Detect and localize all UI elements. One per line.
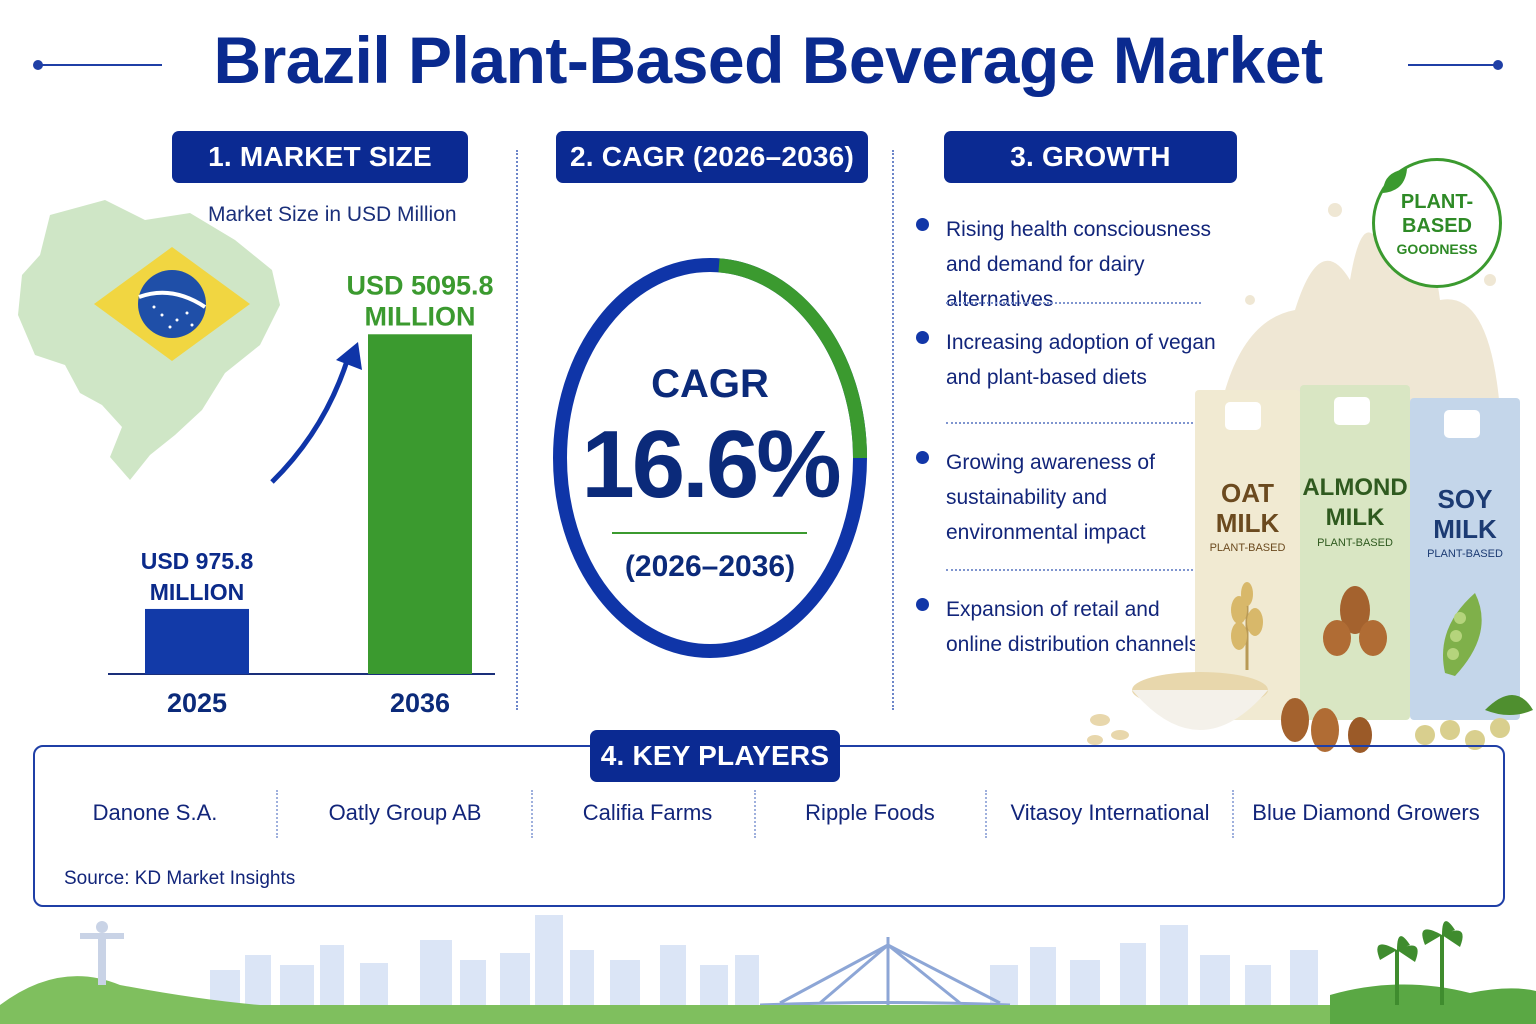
player-danone: Danone S.A.	[92, 800, 218, 825]
driver-text: Growing awareness of sustainability and …	[946, 451, 1155, 544]
carton-sub: PLANT-BASED	[1317, 537, 1393, 549]
cagr-period: (2026–2036)	[624, 550, 796, 583]
almond-icon	[1323, 586, 1387, 656]
growth-arrow-icon	[270, 357, 351, 484]
cagr-divider	[612, 532, 807, 534]
player-vitasoy: Vitasoy International	[1010, 800, 1210, 825]
bullet-icon	[916, 218, 929, 231]
arrow-head-icon	[336, 342, 362, 370]
section-key-players: 4. KEY PLAYERS	[590, 730, 840, 782]
data-label: USD 5095.8	[346, 270, 493, 300]
bullet-icon	[916, 598, 929, 611]
plant-based-badge: PLANT- BASED GOODNESS	[1372, 158, 1502, 288]
player-separator	[531, 790, 533, 838]
cagr-ring	[553, 258, 867, 658]
data-label: MILLION	[150, 579, 245, 605]
driver-text: Expansion of retail and online distribut…	[946, 598, 1200, 656]
driver-text: Increasing adoption of vegan and plant-b…	[946, 331, 1216, 389]
player-oatly: Oatly Group AB	[328, 800, 482, 825]
bar-2025	[145, 608, 249, 674]
player-separator	[276, 790, 278, 838]
driver-divider	[946, 422, 1201, 424]
leaf-icon	[1383, 169, 1407, 193]
almond-milk-carton: ALMOND MILK PLANT-BASED	[1300, 385, 1410, 720]
market-size-subtitle: Market Size in USD Million	[208, 203, 457, 226]
title-right-dot	[1493, 60, 1503, 70]
title-left-rule	[40, 64, 162, 66]
carton-title-2: MILK	[1215, 508, 1280, 538]
badge-line-2: BASED	[1401, 215, 1472, 237]
x-tick-label: 2036	[390, 688, 450, 718]
driver-text: Rising health consciousness and demand f…	[946, 218, 1211, 311]
brazil-flag-icon	[94, 247, 250, 361]
cagr-ring-accent	[718, 258, 867, 459]
player-ripple: Ripple Foods	[805, 800, 935, 825]
x-tick-label: 2025	[167, 688, 227, 718]
cagr-label: CAGR	[651, 362, 769, 406]
oat-plant-icon	[1231, 582, 1263, 670]
bullet-icon	[916, 331, 929, 344]
bullet-icon	[916, 451, 929, 464]
soybean-pod-icon	[1443, 593, 1482, 676]
city-skyline-illustration	[0, 915, 1536, 1024]
growth-drivers-list: Rising health consciousness and demand f…	[916, 212, 1226, 672]
carton-title: SOY	[1437, 484, 1493, 514]
source-note: Source: KD Market Insights	[64, 868, 296, 889]
badge-line-1: PLANT-	[1400, 191, 1474, 213]
badge-line-3: GOODNESS	[1396, 241, 1478, 257]
column-separator-1	[516, 150, 518, 710]
carton-cap-icon	[1334, 397, 1370, 425]
soy-milk-carton: SOY MILK PLANT-BASED	[1410, 398, 1520, 720]
player-blue-diamond: Blue Diamond Growers	[1252, 800, 1480, 825]
player-califia: Califia Farms	[582, 800, 713, 825]
player-separator	[754, 790, 756, 838]
cagr-value: 16.6%	[581, 411, 841, 518]
player-separator	[985, 790, 987, 838]
carton-title-2: MILK	[1433, 514, 1497, 544]
carton-sub: PLANT-BASED	[1209, 542, 1286, 554]
carton-title: OAT	[1221, 478, 1274, 508]
oat-milk-carton: OAT MILK PLANT-BASED	[1195, 390, 1300, 720]
player-separator	[1232, 790, 1234, 838]
driver-divider	[946, 302, 1201, 304]
data-label: USD 975.8	[141, 548, 254, 574]
section-cagr: 2. CAGR (2026–2036)	[556, 131, 868, 183]
driver-divider	[946, 569, 1201, 571]
carton-title: ALMOND	[1302, 474, 1408, 501]
title-right-rule	[1408, 64, 1496, 66]
page-title: Brazil Plant-Based Beverage Market	[213, 23, 1323, 97]
column-separator-2	[892, 150, 894, 710]
data-label: MILLION	[365, 301, 476, 331]
oat-bowl-icon	[1087, 672, 1268, 745]
section-growth-drivers: 3. GROWTH DRIVERS	[944, 131, 1237, 224]
almonds-soybeans-icon	[1281, 695, 1533, 753]
section-market-size: 1. MARKET SIZE	[172, 131, 468, 183]
carton-title-2: MILK	[1325, 504, 1385, 531]
title-left-dot	[33, 60, 43, 70]
bar-2036	[368, 334, 472, 674]
carton-sub: PLANT-BASED	[1427, 548, 1503, 560]
carton-cap-icon	[1444, 410, 1480, 438]
carton-cap-icon	[1225, 402, 1261, 430]
